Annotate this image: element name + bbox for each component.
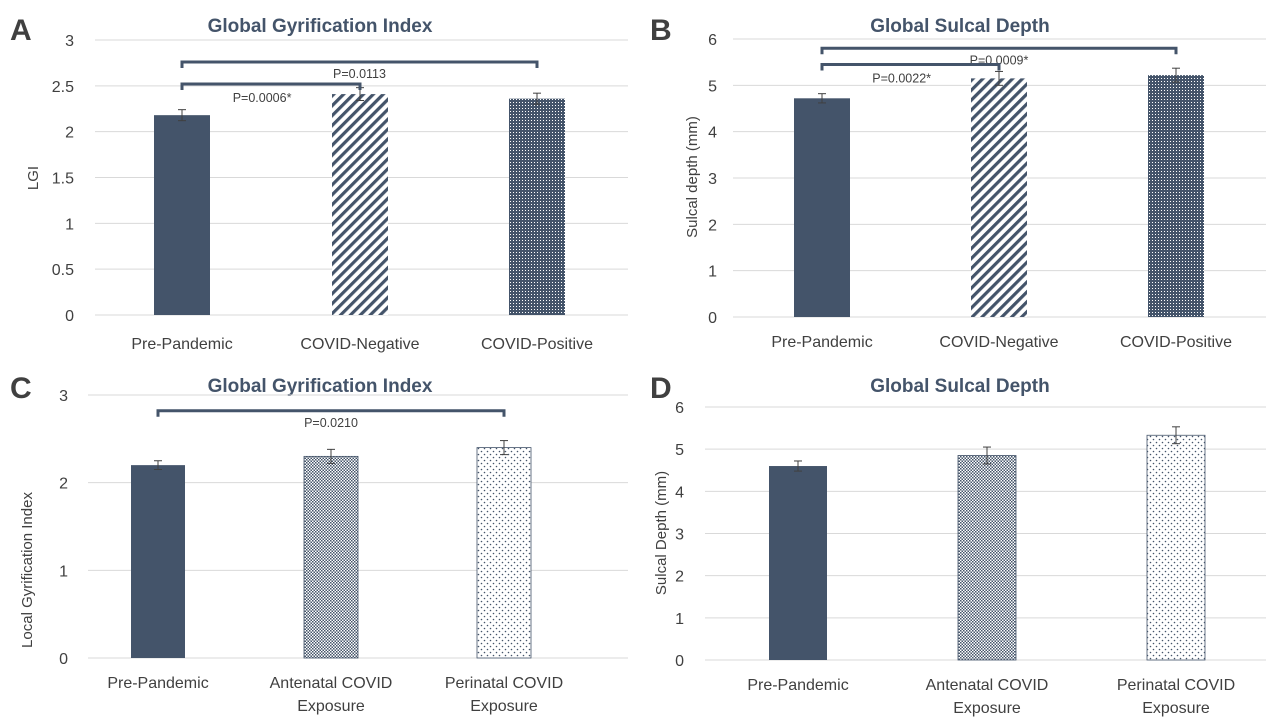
y-tick-label: 2 (65, 125, 74, 142)
y-tick-label: 2.5 (52, 79, 74, 96)
y-tick-label: 0 (708, 310, 717, 327)
y-tick-label: 3 (65, 33, 74, 50)
y-tick-label: 0 (59, 651, 68, 668)
bar (303, 455, 359, 659)
y-tick-label: 4 (708, 125, 717, 142)
plot-area-a: 0 0.5 1 1.5 2 2.5 3 Pre-Pandemic COVID-Negative C… (52, 33, 628, 353)
x-tick-label: Pre-Pandemic (771, 334, 872, 351)
panel-d: D Global Sulcal Depth Sulcal Depth (mm) … (650, 372, 1266, 717)
bar (794, 98, 850, 317)
significance-bracket (156, 409, 506, 417)
panel-letter-a: A (10, 14, 32, 47)
p-value-label: P=0.0210 (304, 416, 358, 430)
plot-area-c: 0 1 2 3 Pre-Pandemic Antenatal COVID Exposure P… (59, 388, 628, 715)
x-tick-label: Pre-Pandemic (131, 336, 232, 353)
significance-bracket (180, 60, 539, 68)
p-value-label: P=0.0022* (872, 71, 931, 85)
x-tick-label: Pre-Pandemic (107, 675, 208, 692)
y-tick-label: 4 (675, 484, 684, 501)
x-tick-label: COVID-Negative (939, 334, 1058, 351)
y-tick-label: 3 (59, 388, 68, 405)
x-tick-label: COVID-Positive (1120, 334, 1232, 351)
y-tick-label: 6 (708, 32, 717, 49)
y-tick-label: 1 (675, 611, 684, 628)
x-tick-label: COVID-Positive (481, 336, 593, 353)
y-tick-label: 0 (675, 653, 684, 670)
y-tick-label: 3 (708, 171, 717, 188)
significance-bracket (180, 82, 362, 90)
x-tick-label: Antenatal COVID Exposure (270, 675, 393, 715)
y-tick-label: 2 (675, 569, 684, 586)
plot-area-d: 0 1 2 3 4 5 6 Pre-Pandemic Antenatal COVID Exposu… (675, 400, 1266, 717)
panel-a: A Global Gyrification Index LGI 0 0.5 1 1.5… (10, 14, 628, 353)
plot-area-b: 0 1 2 3 4 5 6 Pre-Pandemic COVID-Negative COVID-P… (708, 32, 1266, 351)
y-axis-label-c: Local Gyrification Index (19, 492, 36, 648)
y-tick-label: 3 (675, 527, 684, 544)
y-tick-label: 1 (708, 264, 717, 281)
panel-c: C Global Gyrification Index Local Gyrifi… (10, 372, 628, 715)
p-value-label: P=0.0113 (333, 67, 386, 81)
chart-title-a: Global Gyrification Index (208, 16, 433, 37)
p-value-label: P=0.0006* (233, 91, 292, 105)
y-tick-label: 1 (59, 563, 68, 580)
chart-title-b: Global Sulcal Depth (870, 16, 1049, 37)
y-tick-label: 2 (708, 217, 717, 234)
significance-bracket (820, 46, 1178, 55)
x-tick-label: COVID-Negative (300, 336, 419, 353)
significance-bracket (820, 62, 1001, 71)
bar (1148, 75, 1204, 317)
bar (1146, 434, 1206, 661)
x-tick-label: Perinatal COVID Exposure (1117, 677, 1235, 717)
bar (957, 455, 1017, 661)
panel-letter-c: C (10, 372, 32, 405)
y-tick-label: 1.5 (52, 171, 74, 188)
y-tick-label: 0 (65, 308, 74, 325)
panel-b: B Global Sulcal Depth Sulcal depth (mm) … (650, 14, 1266, 351)
panel-letter-d: D (650, 372, 672, 405)
chart-title-d: Global Sulcal Depth (870, 376, 1049, 397)
bar (971, 78, 1027, 317)
y-tick-label: 1 (65, 216, 74, 233)
chart-title-c: Global Gyrification Index (208, 376, 433, 397)
y-axis-label-d: Sulcal Depth (mm) (653, 471, 670, 595)
bar (131, 465, 185, 658)
bar (769, 466, 827, 660)
y-axis-label-b: Sulcal depth (mm) (684, 116, 701, 238)
y-tick-label: 6 (675, 400, 684, 417)
x-tick-label: Pre-Pandemic (747, 677, 848, 694)
bar (154, 115, 210, 316)
y-tick-label: 0.5 (52, 262, 74, 279)
y-tick-label: 5 (708, 78, 717, 95)
bar (476, 447, 532, 659)
x-tick-label: Perinatal COVID Exposure (445, 675, 563, 715)
panel-letter-b: B (650, 14, 672, 47)
y-tick-label: 5 (675, 442, 684, 459)
bar (332, 94, 388, 315)
y-tick-label: 2 (59, 476, 68, 493)
bar (509, 98, 565, 316)
x-tick-label: Antenatal COVID Exposure (926, 677, 1049, 717)
y-axis-label-a: LGI (25, 166, 42, 190)
